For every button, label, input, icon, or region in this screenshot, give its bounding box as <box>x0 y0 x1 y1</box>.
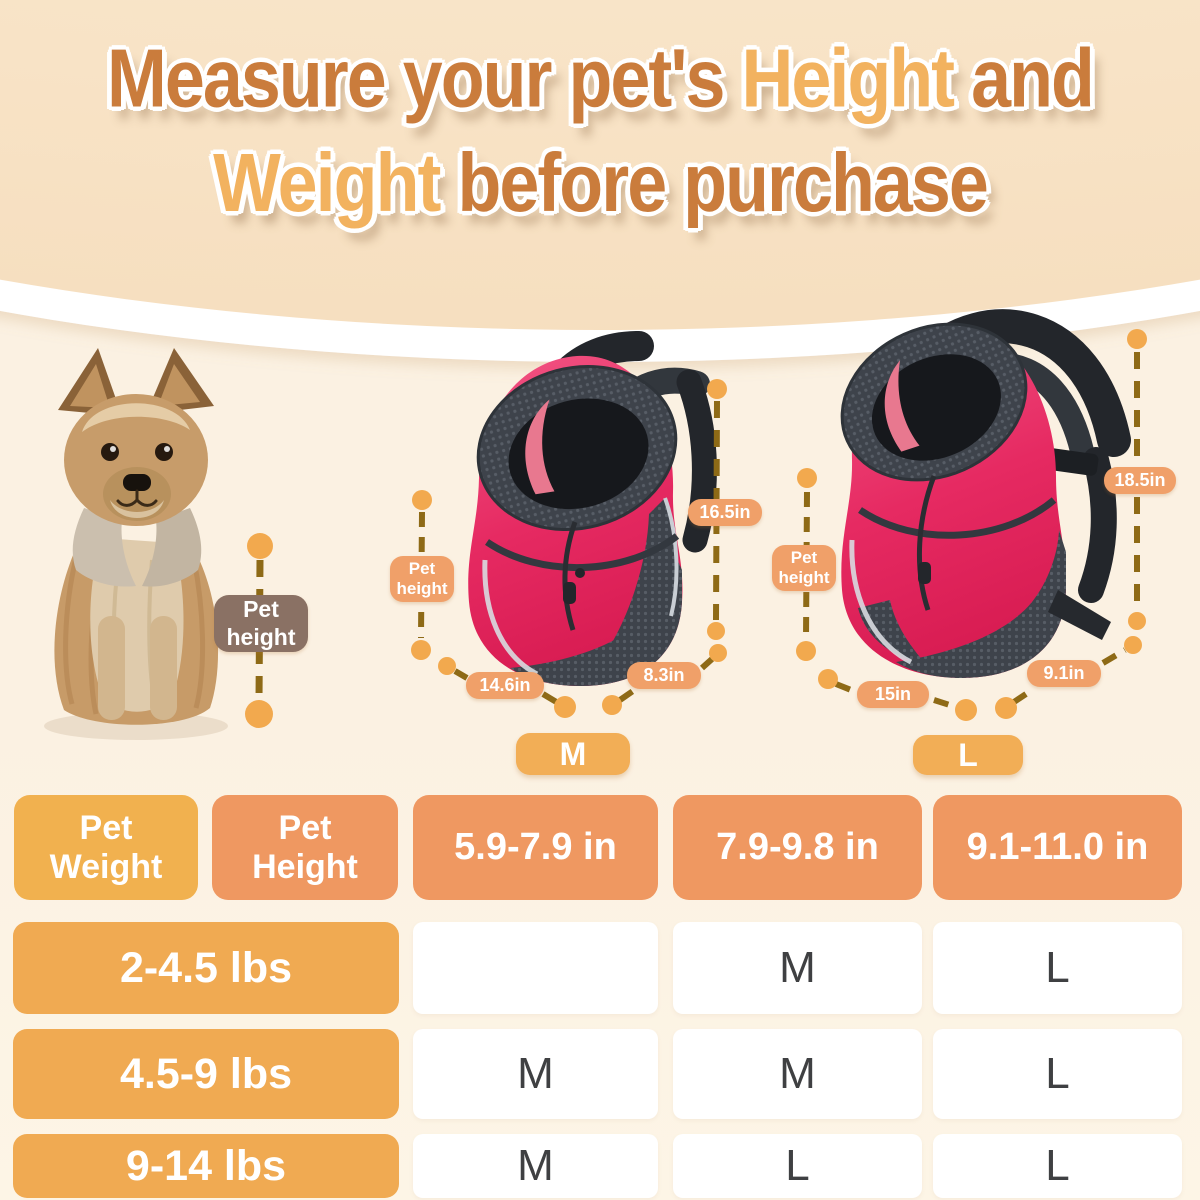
size-cell-r3c1: M <box>413 1134 658 1198</box>
hero-arc <box>0 0 1200 362</box>
title-line-2: Weight before purchase <box>213 136 989 229</box>
header-height-range-1: 5.9-7.9 in <box>413 795 658 900</box>
measurement-label-m-width: 14.6in <box>466 672 544 699</box>
size-table: Pet Weight Pet Height 5.9-7.9 in 7.9-9.8… <box>0 795 1200 1200</box>
size-cell-r3c2: L <box>673 1134 922 1198</box>
size-cell-r2c1: M <box>413 1029 658 1119</box>
size-cell-r1c3: L <box>933 922 1182 1014</box>
title-line-1: Measure your pet's Height and <box>107 31 1095 125</box>
pet-height-tag-l: Pet height <box>772 545 836 591</box>
size-badge-l: L <box>913 735 1023 775</box>
weight-row-label-3: 9-14 lbs <box>13 1134 399 1198</box>
measurement-label-m-depth: 8.3in <box>627 662 701 689</box>
weight-row-label-2: 4.5-9 lbs <box>13 1029 399 1119</box>
dog-photo <box>44 348 228 740</box>
measurement-label-l-height: 18.5in <box>1104 467 1176 494</box>
annotation-dots <box>245 329 1147 728</box>
header-pet-weight: Pet Weight <box>14 795 198 900</box>
size-cell-r1c2: M <box>673 922 922 1014</box>
backpack-l-photo <box>840 309 1131 678</box>
header-height-range-3: 9.1-11.0 in <box>933 795 1182 900</box>
size-badge-m: M <box>516 733 630 775</box>
measurement-label-m-height: 16.5in <box>688 499 762 526</box>
size-cell-r3c3: L <box>933 1134 1182 1198</box>
backpack-m-photo <box>468 331 717 686</box>
size-cell-r2c2: M <box>673 1029 922 1119</box>
page-title: Measure your pet's Height and Weight bef… <box>18 26 1182 235</box>
size-cell-r1c1 <box>413 922 658 1014</box>
pet-height-tag-dog: Pet height <box>214 595 308 652</box>
weight-row-label-1: 2-4.5 lbs <box>13 922 399 1014</box>
measurement-label-l-width: 15in <box>857 681 929 708</box>
measurement-label-l-depth: 9.1in <box>1027 660 1101 687</box>
header-pet-height: Pet Height <box>212 795 398 900</box>
header-height-range-2: 7.9-9.8 in <box>673 795 922 900</box>
pet-height-tag-m: Pet height <box>390 556 454 602</box>
size-cell-r2c3: L <box>933 1029 1182 1119</box>
